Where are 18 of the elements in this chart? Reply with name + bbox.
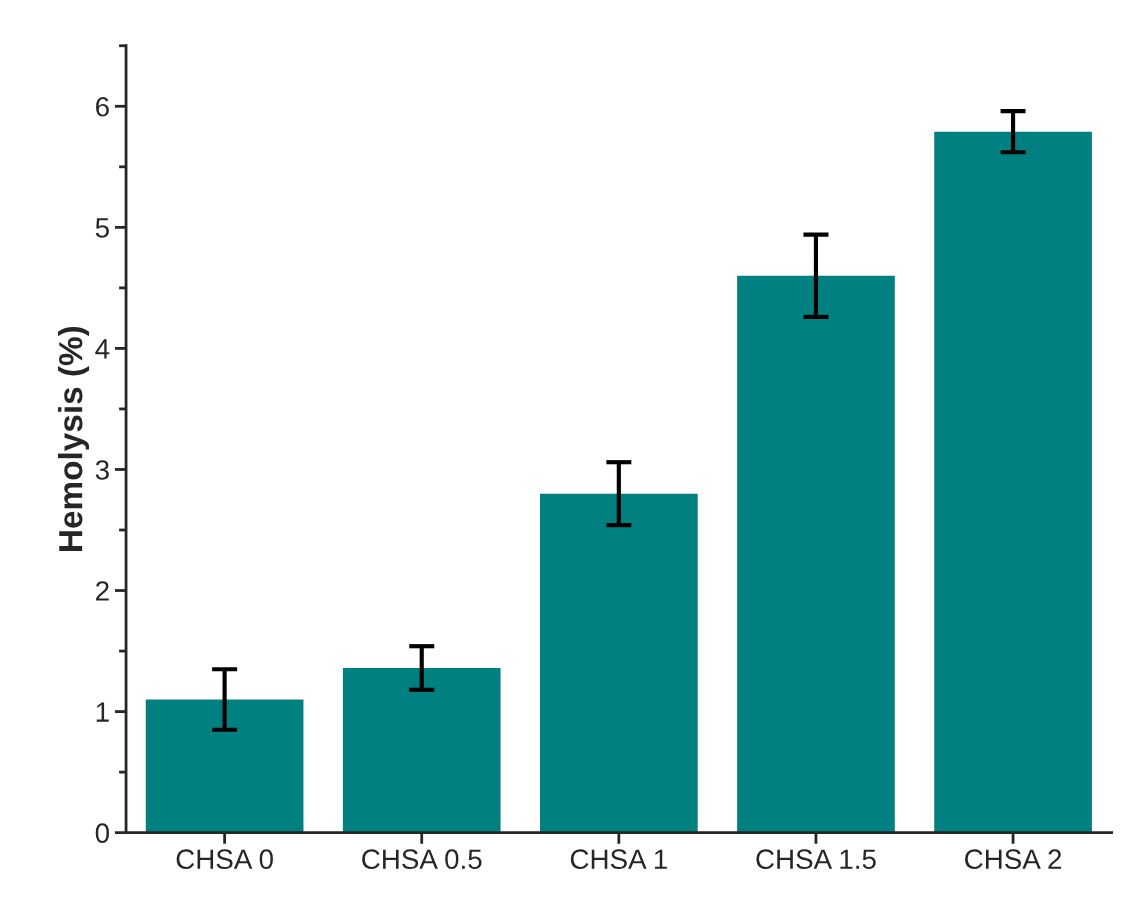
x-tick-label: CHSA 1	[570, 849, 667, 870]
bar	[737, 275, 895, 833]
y-tick-label: 2	[96, 581, 109, 601]
bar	[145, 699, 304, 833]
y-tick-label: 4	[95, 339, 110, 359]
bar	[342, 668, 501, 833]
bar	[934, 131, 1092, 833]
bar	[540, 493, 698, 833]
y-tick-label: 5	[95, 218, 109, 238]
x-tick-label: CHSA 0.5	[362, 849, 482, 870]
y-tick-label: 0	[95, 823, 109, 843]
y-axis-title: Hemolysis (%)	[58, 326, 90, 551]
x-tick-label: CHSA 1.5	[756, 849, 876, 870]
y-tick-label: 1	[96, 702, 109, 722]
x-tick-label: CHSA 0	[176, 849, 273, 870]
y-tick-label: 3	[95, 460, 109, 480]
y-tick-label: 6	[96, 96, 109, 117]
x-tick-label: CHSA 2	[965, 849, 1062, 870]
